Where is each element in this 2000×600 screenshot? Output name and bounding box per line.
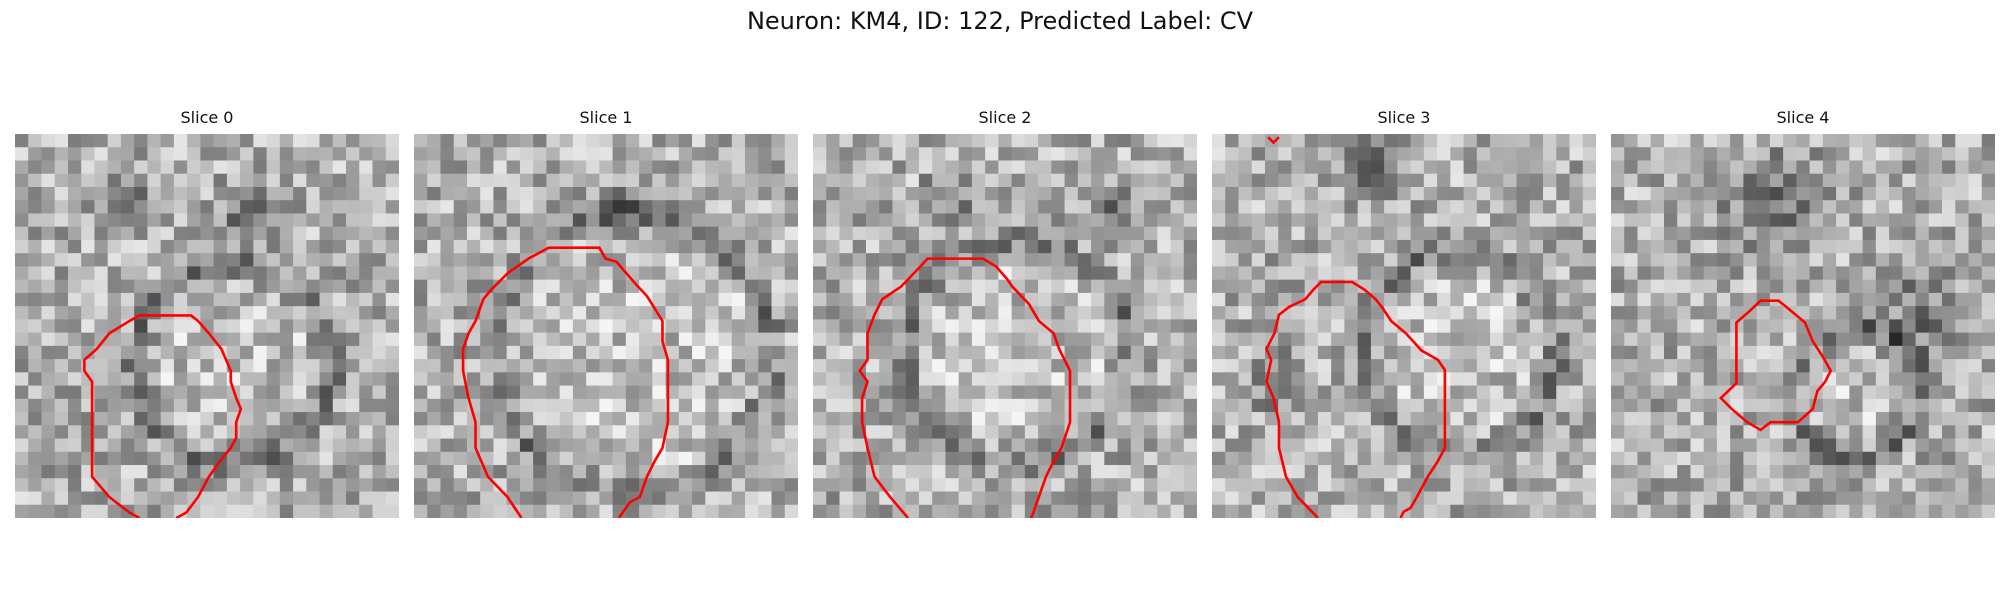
slice-svg-1 [414, 134, 798, 518]
slice-title-4: Slice 4 [1776, 108, 1830, 127]
contour-1 [461, 246, 670, 518]
slice-pixels-1 [414, 134, 798, 518]
slice-image-0 [15, 134, 399, 518]
slice-pixels-2 [813, 134, 1197, 518]
contour-4 [1718, 299, 1833, 432]
slice-panel-2: Slice 2 [813, 108, 1197, 520]
slice-image-1 [414, 134, 798, 518]
slice-image-4 [1611, 134, 1995, 518]
slice-image-2 [813, 134, 1197, 518]
slice-title-0: Slice 0 [180, 108, 234, 127]
figure-title: Neuron: KM4, ID: 122, Predicted Label: C… [746, 7, 1254, 35]
slice-pixels-4 [1611, 134, 1995, 518]
slice-title-3: Slice 3 [1377, 108, 1431, 127]
contour-2 [858, 257, 1072, 518]
slice-panel-1: Slice 1 [414, 108, 798, 520]
slice-svg-0 [15, 134, 399, 518]
slice-title-1: Slice 1 [579, 108, 633, 127]
slice-svg-4 [1611, 134, 1995, 518]
slice-panel-0: Slice 0 [15, 108, 399, 520]
slice-pixels-0 [15, 134, 399, 518]
slice-image-3 [1212, 134, 1596, 518]
contour-3-main [1265, 280, 1447, 518]
contour-3 [1267, 136, 1280, 145]
slice-panel-4: Slice 4 [1611, 108, 1995, 520]
contour-0 [83, 314, 243, 518]
slice-title-2: Slice 2 [978, 108, 1032, 127]
slice-panel-3: Slice 3 [1212, 108, 1596, 520]
slice-svg-3 [1212, 134, 1596, 518]
slice-svg-2 [813, 134, 1197, 518]
slice-pixels-3 [1212, 134, 1596, 518]
